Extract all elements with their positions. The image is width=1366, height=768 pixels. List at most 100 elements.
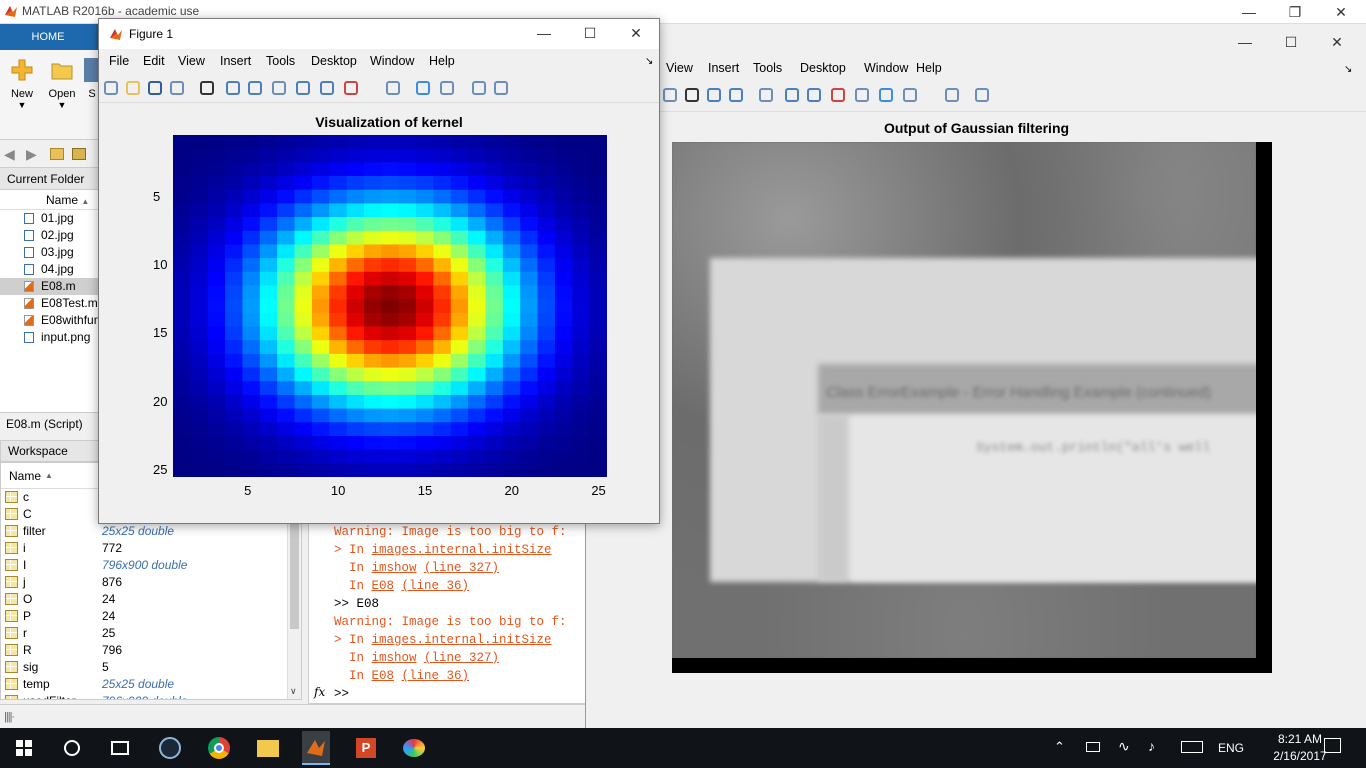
keyboard-icon[interactable] — [1181, 741, 1203, 753]
rotate-3d-icon[interactable] — [295, 80, 313, 98]
menu-item[interactable]: Insert — [708, 61, 740, 75]
fig1-title-bar[interactable]: Figure 1 — ☐ ✕ — [99, 19, 659, 49]
data-cursor-icon[interactable] — [319, 80, 337, 98]
workspace-variable-row[interactable]: O 24 — [1, 591, 301, 608]
save-button[interactable]: S — [84, 58, 100, 100]
windows-start-icon[interactable] — [10, 734, 38, 762]
menu-item[interactable]: View — [666, 61, 693, 75]
chrome-icon[interactable] — [205, 734, 233, 762]
fig2-maximize-button[interactable]: ☐ — [1284, 34, 1298, 50]
print-icon[interactable] — [169, 80, 187, 98]
fig1-minimize-button[interactable]: — — [537, 25, 551, 41]
legend-icon[interactable] — [902, 87, 920, 105]
workspace-variable-row[interactable]: temp 25x25 double — [1, 676, 301, 693]
fig1-close-button[interactable]: ✕ — [630, 25, 642, 41]
paint-icon[interactable] — [400, 734, 428, 762]
fig2-minimize-button[interactable]: — — [1238, 34, 1252, 50]
workspace-variable-row[interactable]: P 24 — [1, 608, 301, 625]
colorbar-icon[interactable] — [415, 80, 433, 98]
main-minimize-button[interactable]: — — [1242, 4, 1256, 20]
link-icon[interactable] — [854, 87, 872, 105]
menu-item[interactable]: File — [109, 54, 130, 68]
folder-file-item[interactable]: E08Test.m — [0, 295, 100, 312]
folder-file-item[interactable]: 02.jpg — [0, 227, 100, 244]
menu-item[interactable]: Edit — [143, 54, 165, 68]
figure1-window[interactable]: Figure 1 — ☐ ✕ File Edit View Insert Tools De… — [98, 18, 660, 524]
language-indicator[interactable]: ENG — [1218, 741, 1245, 755]
workspace-variable-row[interactable]: sig 5 — [1, 659, 301, 676]
folder-file-item[interactable]: E08withfun — [0, 312, 100, 329]
show-plot-tools-icon[interactable] — [493, 80, 511, 98]
menu-item[interactable]: Window — [370, 54, 415, 68]
menu-item[interactable]: Tools — [753, 61, 783, 75]
up-folder-icon[interactable] — [50, 148, 64, 160]
workspace-variable-row[interactable]: filter 25x25 double — [1, 523, 301, 540]
scrollbar-thumb[interactable] — [290, 491, 299, 629]
show-plot-tools-icon[interactable] — [974, 87, 992, 105]
folder-file-item[interactable]: input.png — [0, 329, 100, 346]
tab-home[interactable]: HOME — [0, 24, 96, 50]
save-icon[interactable] — [147, 80, 165, 98]
menu-item[interactable]: Window — [864, 61, 909, 75]
back-arrow-icon[interactable]: ◀ — [4, 146, 15, 162]
line-36-link[interactable]: (line 36) — [401, 579, 470, 593]
initsize-link[interactable]: images.internal.initSize — [371, 543, 552, 557]
workspace-variable-row[interactable]: j 876 — [1, 574, 301, 591]
rotate-3d-icon[interactable] — [784, 87, 802, 105]
open-file-icon[interactable] — [125, 80, 143, 98]
menu-item[interactable]: Desktop — [800, 61, 846, 75]
brush-icon[interactable] — [830, 87, 848, 105]
brush-icon[interactable] — [343, 80, 361, 98]
matlab-taskbar-icon[interactable] — [302, 731, 330, 765]
zoom-in-icon[interactable] — [225, 80, 243, 98]
menu-item[interactable]: Tools — [266, 54, 296, 68]
menu-item[interactable]: Help — [429, 54, 455, 68]
workspace-variable-row[interactable]: usedFilter 796x900 double — [1, 693, 301, 699]
main-restore-button[interactable]: ❐ — [1288, 4, 1302, 20]
task-view-icon[interactable] — [106, 734, 134, 762]
legend-icon[interactable] — [439, 80, 457, 98]
fig2-close-button[interactable]: ✕ — [1331, 34, 1343, 50]
new-dropdown-icon[interactable]: ▼ — [17, 100, 27, 110]
workspace-scrollbar[interactable]: ∨ — [287, 489, 301, 699]
file-explorer-icon[interactable] — [254, 734, 282, 762]
battery-icon[interactable] — [1086, 742, 1100, 752]
wifi-icon[interactable]: ∿ — [1118, 738, 1130, 754]
hide-plot-tools-icon[interactable] — [471, 80, 489, 98]
folder-file-item[interactable]: E08.m — [0, 278, 100, 295]
open-button[interactable]: Open ▼ — [42, 58, 82, 110]
new-figure-icon[interactable] — [103, 80, 121, 98]
show-hidden-icons-chevron[interactable]: ⌃ — [1054, 739, 1065, 754]
open-dropdown-icon[interactable]: ▼ — [57, 100, 67, 110]
workspace-variable-row[interactable]: C — [1, 506, 301, 523]
pan-hand-icon[interactable] — [758, 87, 776, 105]
cmd-prompt[interactable]: >> — [334, 687, 350, 701]
clock-time[interactable]: 8:21 AM — [1277, 732, 1323, 746]
zoom-out-icon[interactable] — [728, 87, 746, 105]
pointer-icon[interactable] — [199, 80, 217, 98]
clock-date[interactable]: 2/16/2017 — [1273, 749, 1327, 763]
menu-item[interactable]: Insert — [220, 54, 252, 68]
fig1-maximize-button[interactable]: ☐ — [583, 25, 597, 41]
fig1-dock-icon[interactable]: ↘ — [645, 56, 654, 67]
workspace-variable-row[interactable]: r 25 — [1, 625, 301, 642]
imshow-link[interactable]: imshow — [371, 651, 417, 665]
folder-file-item[interactable]: 01.jpg — [0, 210, 100, 227]
line-327-link[interactable]: (line 327) — [424, 651, 500, 665]
main-close-button[interactable]: ✕ — [1335, 4, 1347, 20]
pointer-icon[interactable] — [684, 87, 702, 105]
hide-plot-tools-icon[interactable] — [944, 87, 962, 105]
line-327-link[interactable]: (line 327) — [424, 561, 500, 575]
current-folder-column-name[interactable]: Name ▲ — [0, 190, 100, 210]
e08-link[interactable]: E08 — [371, 579, 395, 593]
search-icon[interactable] — [58, 734, 86, 762]
workspace-variable-row[interactable]: R 796 — [1, 642, 301, 659]
zoom-out-icon[interactable] — [247, 80, 265, 98]
steam-icon[interactable] — [156, 734, 184, 762]
fx-icon[interactable]: fx — [314, 685, 326, 699]
forward-arrow-icon[interactable]: ▶ — [26, 146, 37, 162]
workspace-variable-row[interactable]: I 796x900 double — [1, 557, 301, 574]
workspace-variable-row[interactable]: i 772 — [1, 540, 301, 557]
workspace-variable-row[interactable]: c — [1, 489, 301, 506]
pan-hand-icon[interactable] — [271, 80, 289, 98]
